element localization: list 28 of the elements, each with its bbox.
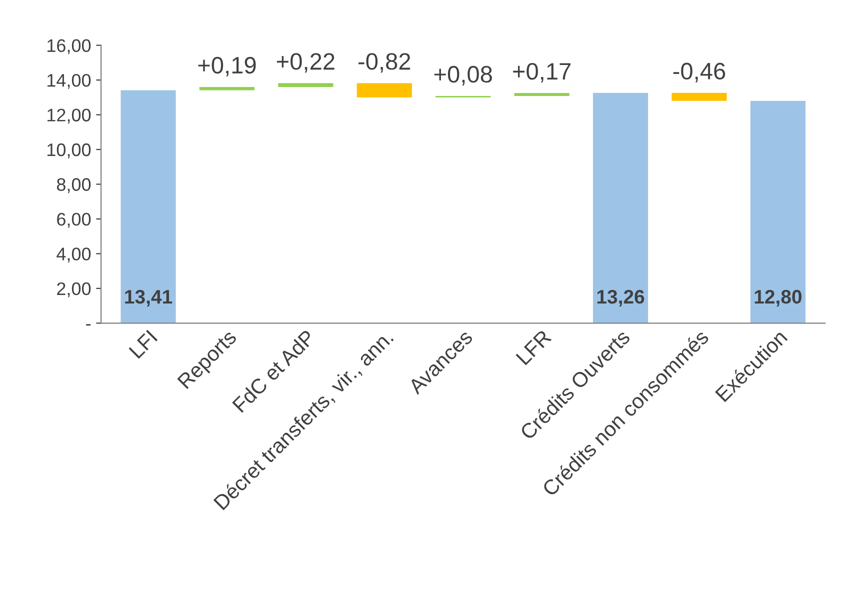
y-tick-label: 10,00 xyxy=(48,143,91,158)
data-label: +0,17 xyxy=(513,62,570,82)
y-tick-label: 14,00 xyxy=(48,74,91,89)
bar xyxy=(592,92,648,324)
y-tick-label: 6,00 xyxy=(57,212,91,228)
bar xyxy=(672,92,727,101)
data-label: +0,08 xyxy=(434,66,492,86)
data-label: -0,82 xyxy=(358,53,410,73)
bar xyxy=(120,90,176,324)
data-label: -0,46 xyxy=(673,62,726,82)
bar xyxy=(199,86,255,90)
x-tick-label: LFR xyxy=(516,329,552,366)
bar xyxy=(356,83,412,98)
y-tick-label: - xyxy=(86,324,91,326)
data-label: +0,19 xyxy=(198,56,256,76)
data-label: 12,80 xyxy=(754,290,802,306)
bar xyxy=(750,100,806,324)
x-tick-label: LFI xyxy=(128,330,158,359)
bar xyxy=(278,83,334,87)
data-label: 13,41 xyxy=(125,290,172,306)
data-label: 13,26 xyxy=(597,290,644,306)
y-tick-label: 8,00 xyxy=(56,178,91,194)
y-tick-label: 2,00 xyxy=(57,282,91,298)
y-tick-label: 12,00 xyxy=(48,108,91,124)
y-tick-label: 4,00 xyxy=(56,248,91,263)
y-tick-label: 16,00 xyxy=(48,39,91,54)
bar xyxy=(514,93,570,96)
data-label: +0,22 xyxy=(276,53,334,73)
